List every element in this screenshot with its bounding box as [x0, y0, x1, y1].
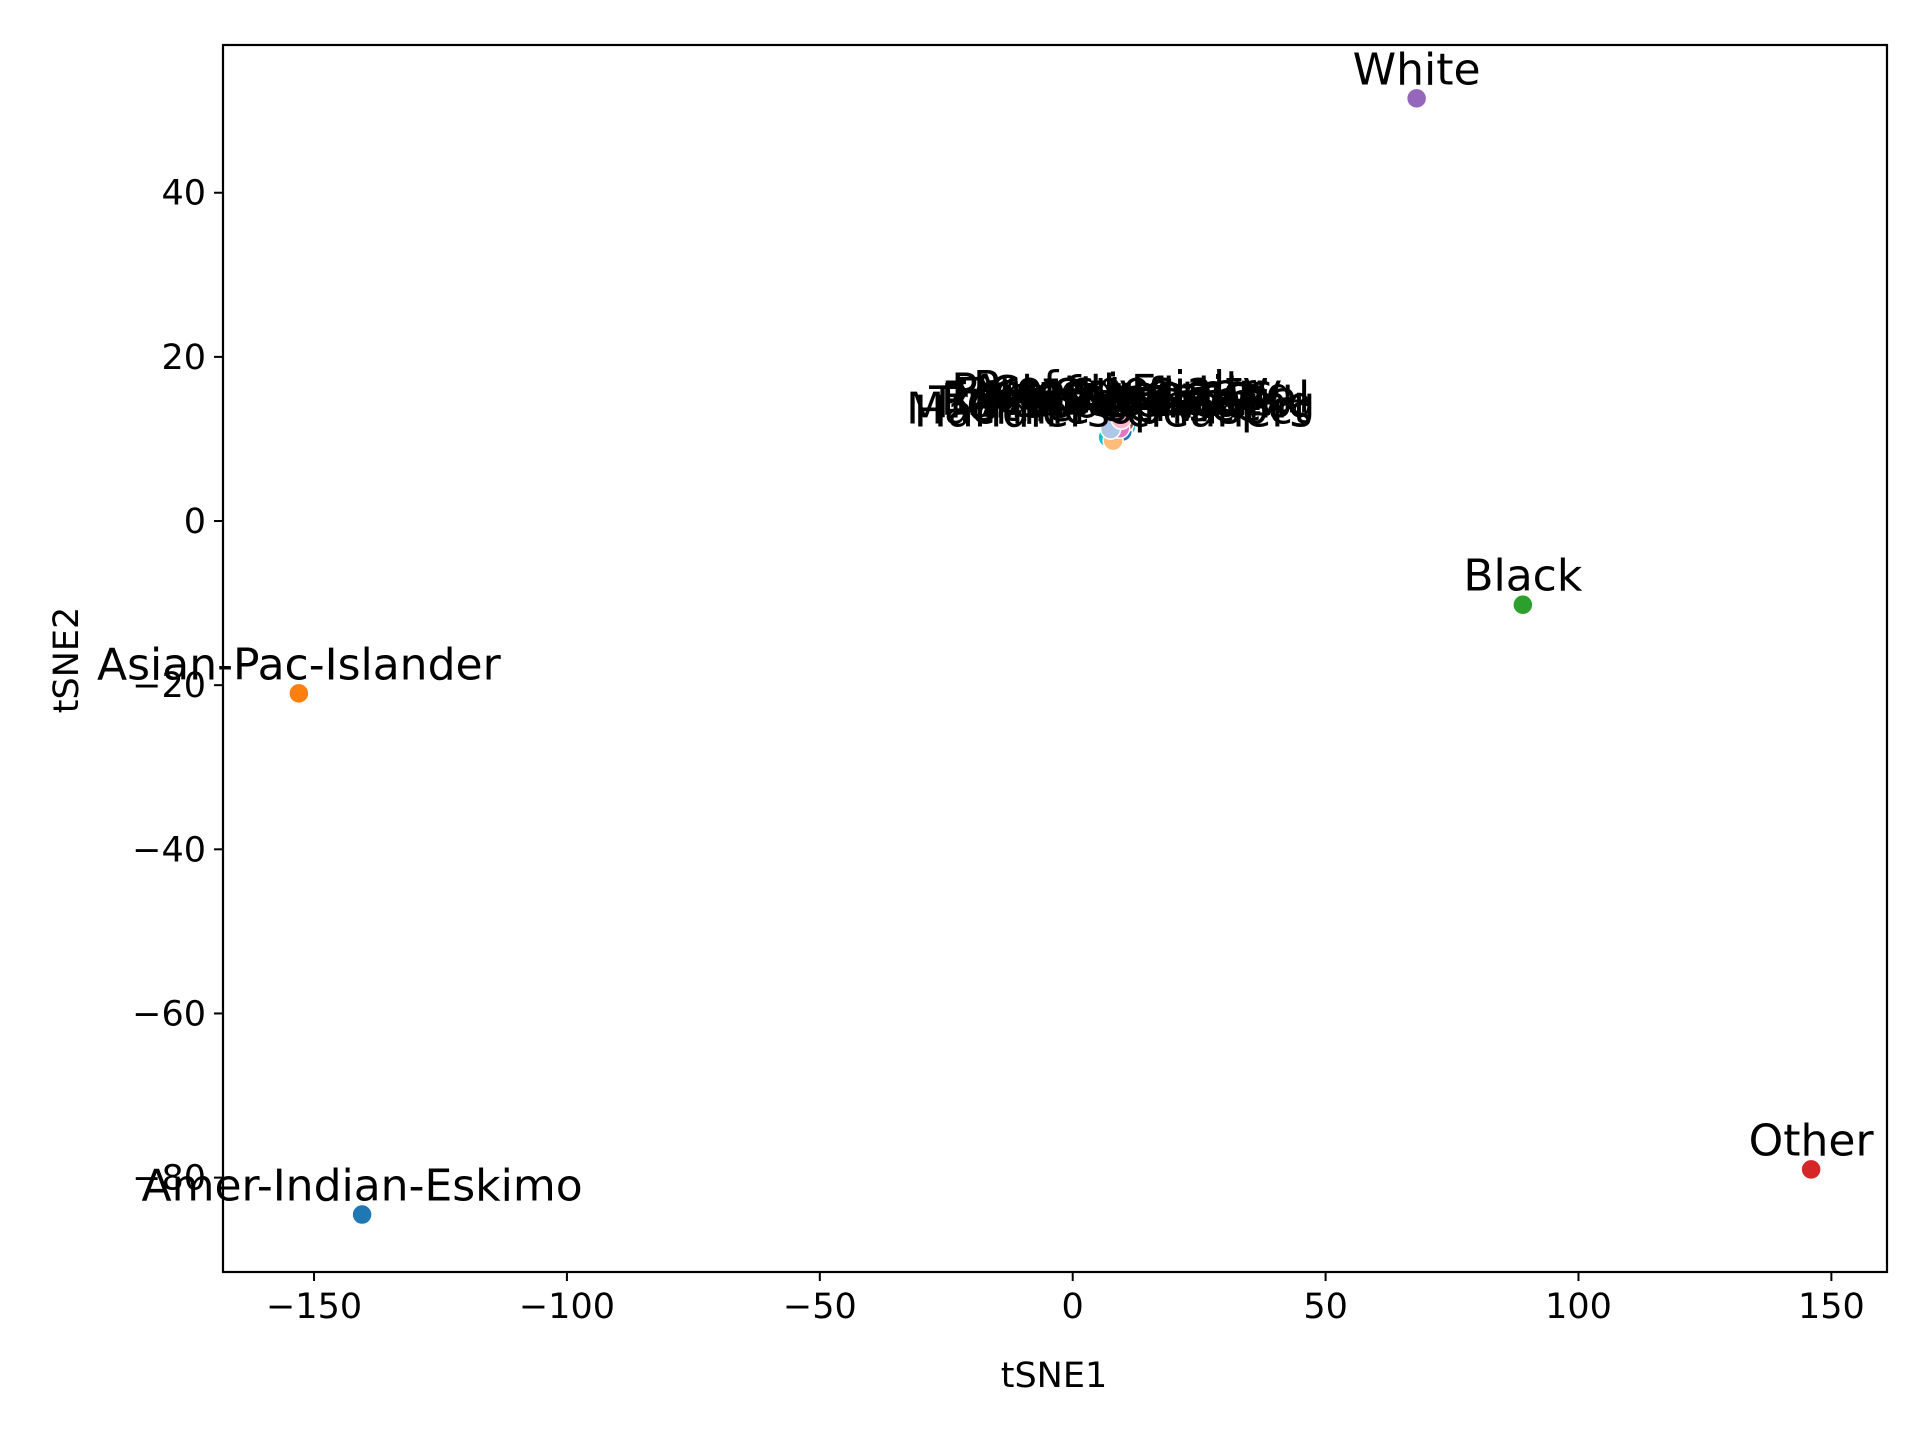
point-label: Exec-managerial — [941, 373, 1310, 424]
point-label: Asian-Pac-Islander — [97, 639, 502, 690]
point-label: Other — [1749, 1115, 1875, 1166]
point-label: Prof-specialty — [973, 362, 1269, 413]
x-axis-title: tSNE1 — [1001, 1356, 1108, 1396]
point-label: Machine-op-inspct — [906, 383, 1310, 434]
y-tick-label: 40 — [161, 174, 206, 214]
y-tick-label: −20 — [132, 666, 206, 706]
scatter-point — [351, 1203, 373, 1226]
y-tick-label: −80 — [132, 1159, 206, 1199]
scatter-point — [1512, 593, 1534, 616]
point-label: Amer-Indian-Eskimo — [142, 1161, 583, 1212]
y-axis-title: tSNE2 — [47, 607, 87, 714]
y-tick-label: 20 — [161, 338, 206, 378]
x-tick-label: 50 — [1303, 1287, 1348, 1327]
point-label: Farming-fishing — [955, 369, 1294, 420]
x-tick-label: −150 — [266, 1287, 362, 1327]
point-label: Adm-clerical — [982, 377, 1255, 428]
x-tick-label: 100 — [1545, 1287, 1612, 1327]
scatter-point — [288, 682, 310, 705]
point-label: Sales — [1054, 370, 1171, 421]
x-tick-label: 150 — [1798, 1287, 1865, 1327]
point-label: Other-service — [966, 381, 1262, 432]
point-label: Protective-serv — [951, 364, 1282, 415]
point-label: Priv-house-serv — [941, 375, 1281, 426]
y-tick-label: 0 — [184, 502, 206, 542]
point-label: Tech-support — [977, 374, 1261, 425]
labels-layer: White Black Asian-Pac-Islander Amer-Indian-… — [97, 44, 1874, 1211]
point-label: White — [1353, 44, 1481, 95]
x-tick-label: 0 — [1062, 1287, 1084, 1327]
x-axis: −150 −100 −50 0 50 100 150 — [266, 1272, 1865, 1327]
point-label: Black — [1463, 551, 1583, 602]
scatter-point — [1800, 1158, 1822, 1181]
point-label: Craft-repair — [989, 367, 1243, 418]
point-label: Handlers-cleaners — [914, 387, 1312, 438]
point-label: Armed-Forces — [970, 365, 1273, 416]
x-tick-label: −100 — [519, 1287, 615, 1327]
scatter-point — [1405, 87, 1428, 110]
y-axis: −80 −60 −40 −20 0 20 40 — [132, 174, 223, 1199]
points-layer — [288, 87, 1822, 1226]
y-tick-label: −60 — [132, 994, 206, 1034]
plot-frame — [221, 43, 1889, 1274]
y-tick-label: −40 — [132, 830, 206, 870]
scatter-point — [1110, 408, 1133, 431]
x-tick-label: −50 — [783, 1287, 857, 1327]
point-label: Transport-moving — [928, 378, 1315, 429]
